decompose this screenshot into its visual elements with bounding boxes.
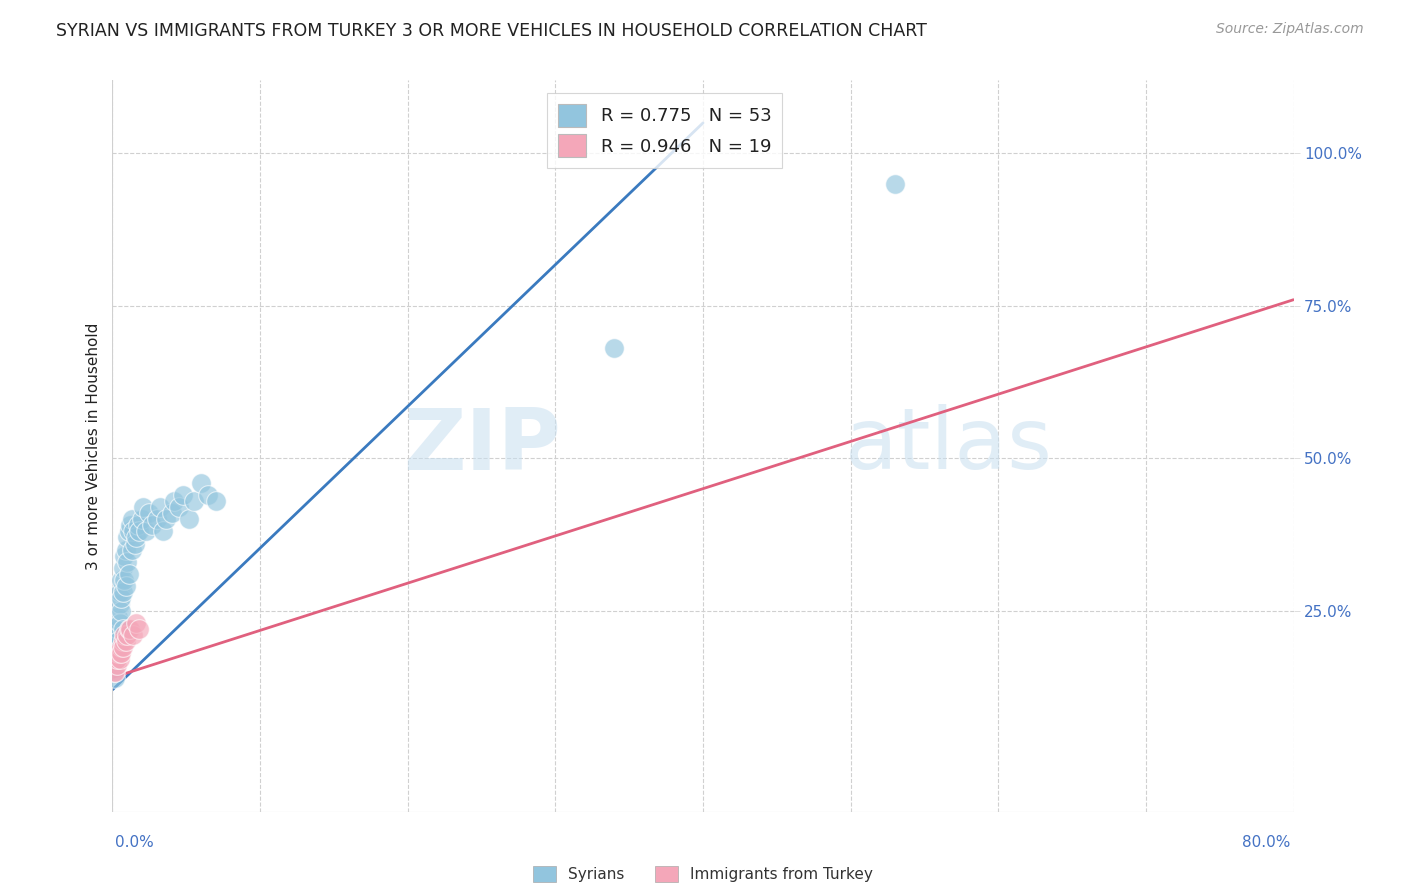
- Text: Source: ZipAtlas.com: Source: ZipAtlas.com: [1216, 22, 1364, 37]
- Point: [183, 494, 205, 508]
- Text: 80.0%: 80.0%: [1243, 836, 1291, 850]
- Point: [114, 634, 136, 648]
- Point: [111, 634, 134, 648]
- Point: [125, 530, 148, 544]
- Point: [167, 500, 190, 514]
- Point: [112, 549, 135, 563]
- Point: [107, 646, 129, 660]
- Point: [603, 342, 626, 356]
- Point: [152, 524, 174, 539]
- Point: [112, 628, 135, 642]
- Point: [111, 622, 134, 636]
- Y-axis label: 3 or more Vehicles in Household: 3 or more Vehicles in Household: [86, 322, 101, 570]
- Point: [172, 488, 194, 502]
- Point: [110, 604, 132, 618]
- Point: [155, 512, 177, 526]
- Point: [108, 598, 131, 612]
- Point: [112, 573, 135, 587]
- Point: [110, 646, 132, 660]
- Point: [132, 500, 155, 514]
- Point: [110, 591, 132, 606]
- Point: [884, 177, 907, 191]
- Point: [110, 640, 132, 655]
- Text: ZIP: ZIP: [404, 404, 561, 488]
- Point: [120, 622, 142, 636]
- Point: [105, 652, 128, 666]
- Point: [104, 640, 127, 655]
- Point: [107, 634, 129, 648]
- Point: [104, 665, 127, 679]
- Point: [121, 542, 143, 557]
- Point: [107, 622, 129, 636]
- Point: [120, 518, 142, 533]
- Point: [118, 622, 141, 636]
- Point: [117, 555, 138, 569]
- Point: [103, 665, 125, 679]
- Point: [131, 512, 153, 526]
- Point: [179, 512, 201, 526]
- Point: [197, 488, 219, 502]
- Point: [118, 524, 141, 539]
- Point: [117, 530, 138, 544]
- Point: [141, 518, 163, 533]
- Point: [135, 524, 157, 539]
- Point: [107, 609, 129, 624]
- Point: [108, 585, 131, 599]
- Text: SYRIAN VS IMMIGRANTS FROM TURKEY 3 OR MORE VEHICLES IN HOUSEHOLD CORRELATION CHA: SYRIAN VS IMMIGRANTS FROM TURKEY 3 OR MO…: [56, 22, 927, 40]
- Point: [160, 506, 183, 520]
- Point: [111, 561, 134, 575]
- Point: [105, 628, 128, 642]
- Point: [121, 512, 143, 526]
- Point: [105, 646, 128, 660]
- Point: [205, 494, 228, 508]
- Point: [117, 628, 138, 642]
- Point: [146, 512, 169, 526]
- Point: [190, 475, 212, 490]
- Point: [114, 579, 136, 593]
- Point: [128, 524, 150, 539]
- Text: 0.0%: 0.0%: [115, 836, 155, 850]
- Legend: R = 0.775   N = 53, R = 0.946   N = 19: R = 0.775 N = 53, R = 0.946 N = 19: [547, 93, 782, 169]
- Point: [122, 628, 145, 642]
- Point: [149, 500, 172, 514]
- Point: [163, 494, 186, 508]
- Point: [128, 622, 150, 636]
- Point: [122, 524, 145, 539]
- Point: [124, 536, 146, 550]
- Point: [125, 615, 148, 630]
- Point: [111, 585, 134, 599]
- Point: [138, 506, 160, 520]
- Point: [105, 658, 128, 673]
- Point: [111, 640, 134, 655]
- Point: [104, 671, 127, 685]
- Text: atlas: atlas: [845, 404, 1053, 488]
- Point: [108, 646, 131, 660]
- Point: [118, 567, 141, 582]
- Point: [103, 658, 125, 673]
- Point: [108, 652, 131, 666]
- Point: [110, 573, 132, 587]
- Point: [127, 518, 149, 533]
- Point: [114, 542, 136, 557]
- Point: [108, 615, 131, 630]
